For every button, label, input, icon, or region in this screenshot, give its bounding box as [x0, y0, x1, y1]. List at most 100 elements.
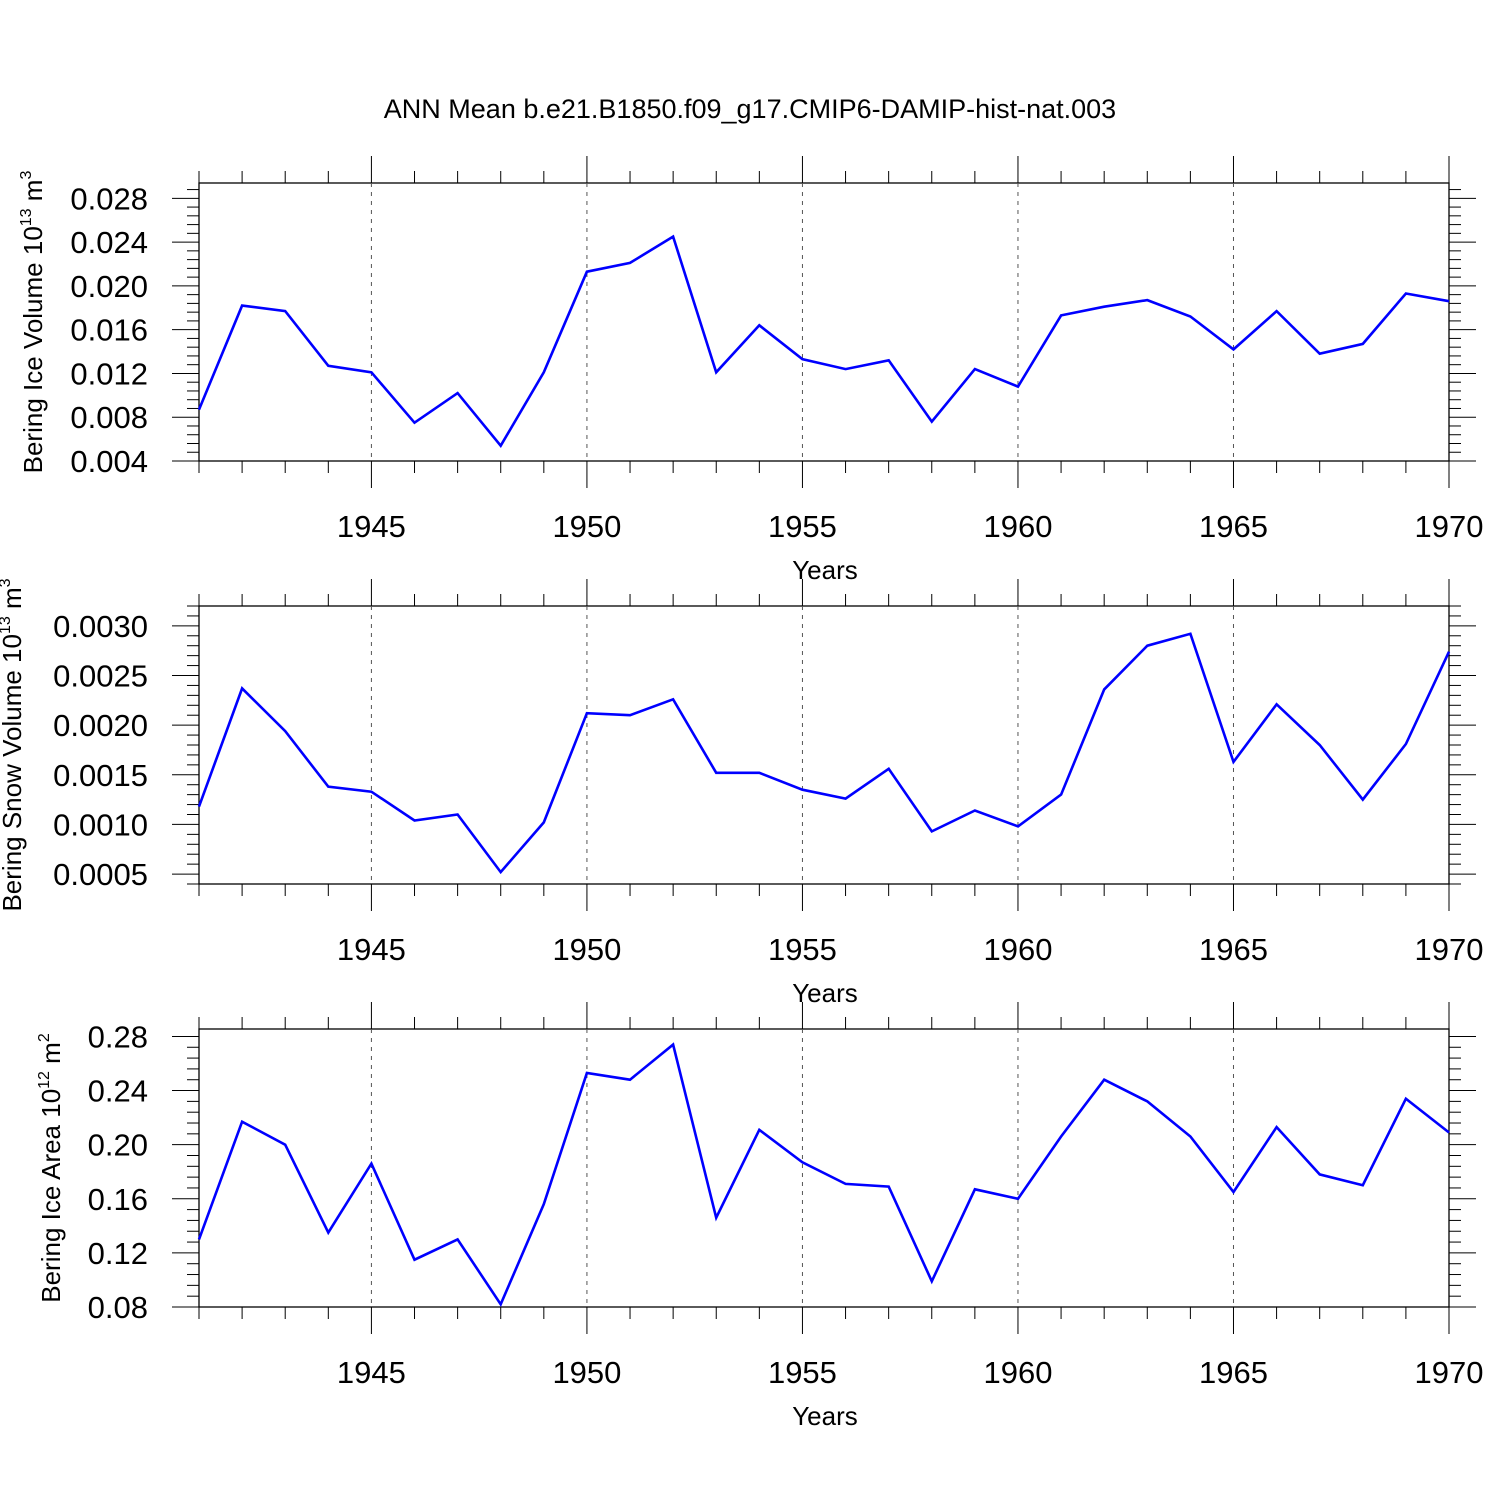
- x-tick-label: 1960: [983, 509, 1052, 544]
- data-point: [1059, 1135, 1063, 1139]
- data-point: [930, 420, 934, 424]
- data-point: [1447, 650, 1451, 654]
- y-tick-label: 0.020: [70, 269, 148, 304]
- y-axis-label: Bering Snow Volume 1013 m3: [0, 578, 27, 911]
- data-point: [628, 1078, 632, 1082]
- data-point: [1059, 793, 1063, 797]
- x-tick-label: 1965: [1199, 932, 1268, 967]
- y-tick-label: 0.012: [70, 356, 148, 391]
- data-point: [499, 870, 503, 874]
- figure-title: ANN Mean b.e21.B1850.f09_g17.CMIP6-DAMIP…: [384, 94, 1116, 124]
- data-point: [887, 767, 891, 771]
- x-tick-label: 1965: [1199, 1355, 1268, 1390]
- x-tick-label: 1945: [337, 1355, 406, 1390]
- y-axis-label-main: Bering Ice Volume 10: [18, 226, 48, 473]
- data-point: [671, 1043, 675, 1047]
- data-point: [240, 686, 244, 690]
- data-point: [671, 235, 675, 239]
- y-axis-label-unit: m: [0, 587, 27, 616]
- x-tick-label: 1950: [552, 509, 621, 544]
- y-tick-label: 0.20: [88, 1128, 148, 1163]
- data-point: [757, 323, 761, 327]
- data-point: [1404, 1097, 1408, 1101]
- data-point: [1275, 1125, 1279, 1129]
- data-point: [369, 1162, 373, 1166]
- panel-1: 1945 1950 1955 1960 1965 1970 Years 0.004 0.008 0…: [18, 156, 1483, 585]
- data-point: [499, 444, 503, 448]
- data-point: [1145, 1099, 1149, 1103]
- data-point: [1318, 743, 1322, 747]
- data-point: [1318, 1172, 1322, 1176]
- data-point: [369, 370, 373, 374]
- data-point: [542, 1202, 546, 1206]
- data-point: [283, 309, 287, 313]
- plot-frame: [198, 1028, 1450, 1308]
- y-tick-label: 0.0005: [53, 857, 148, 892]
- x-tick-label: 1955: [768, 1355, 837, 1390]
- y-tick-label: 0.004: [70, 444, 148, 479]
- data-point: [1231, 760, 1235, 764]
- data-point: [1188, 632, 1192, 636]
- data-point: [240, 1120, 244, 1124]
- plot-frame: [198, 605, 1450, 885]
- data-point: [1102, 1078, 1106, 1082]
- data-point: [542, 820, 546, 824]
- y-tick-label: 0.24: [88, 1074, 148, 1109]
- x-tick-label: 1945: [337, 932, 406, 967]
- y-axis-label-exponent: 13: [0, 616, 14, 634]
- data-point: [1059, 313, 1063, 317]
- data-point: [456, 813, 460, 817]
- data-point: [973, 1187, 977, 1191]
- data-point: [1361, 342, 1365, 346]
- y-tick-label: 0.0020: [53, 708, 148, 743]
- data-point: [887, 358, 891, 362]
- data-point: [1016, 1197, 1020, 1201]
- data-point: [887, 1185, 891, 1189]
- data-point: [1404, 742, 1408, 746]
- series-line: [197, 234, 1450, 448]
- x-axis-label: Years: [792, 1401, 858, 1431]
- y-axis-label-unit-exponent: 2: [36, 1033, 53, 1042]
- data-point: [714, 771, 718, 775]
- data-point: [499, 1302, 503, 1306]
- data-point: [1188, 315, 1192, 319]
- y-tick-label: 0.08: [88, 1290, 148, 1325]
- data-point: [413, 1258, 417, 1262]
- y-tick-label: 0.0030: [53, 609, 148, 644]
- x-axis-label: Years: [792, 978, 858, 1008]
- data-point: [844, 367, 848, 371]
- x-tick-label: 1945: [337, 509, 406, 544]
- y-axis-label-unit: m: [18, 180, 48, 209]
- data-point: [1102, 305, 1106, 309]
- series-line: [197, 1042, 1450, 1308]
- x-tick-label: 1950: [552, 1355, 621, 1390]
- y-tick-label: 0.0025: [53, 659, 148, 694]
- data-point: [585, 1071, 589, 1075]
- data-point: [714, 1216, 718, 1220]
- data-point: [757, 771, 761, 775]
- data-point: [1145, 644, 1149, 648]
- data-point: [456, 391, 460, 395]
- data-point: [197, 1237, 201, 1241]
- y-tick-label: 0.0015: [53, 758, 148, 793]
- y-axis-label-exponent: 12: [36, 1071, 53, 1089]
- data-point: [542, 370, 546, 374]
- y-axis-label-unit: m: [36, 1042, 66, 1071]
- y-axis-label-main: Bering Ice Area 10: [36, 1089, 66, 1303]
- data-point: [930, 1279, 934, 1283]
- data-point: [283, 1143, 287, 1147]
- y-axis-label-unit-exponent: 3: [0, 578, 14, 587]
- x-tick-label: 1970: [1415, 932, 1484, 967]
- panel-3: 1945 1950 1955 1960 1965 1970 Years 0.08 0.12 0.1…: [36, 1002, 1483, 1431]
- x-tick-label: 1955: [768, 932, 837, 967]
- x-tick-label: 1970: [1415, 509, 1484, 544]
- y-axis-label: Bering Ice Area 1012 m2: [36, 1033, 66, 1303]
- panels: 1945 1950 1955 1960 1965 1970 Years 0.004 0.008 0…: [0, 156, 1483, 1431]
- plot-frame: [198, 182, 1450, 462]
- y-tick-label: 0.12: [88, 1236, 148, 1271]
- data-point: [1145, 298, 1149, 302]
- data-point: [1016, 824, 1020, 828]
- y-axis-label-unit-exponent: 3: [18, 171, 35, 180]
- y-tick-label: 0.016: [70, 313, 148, 348]
